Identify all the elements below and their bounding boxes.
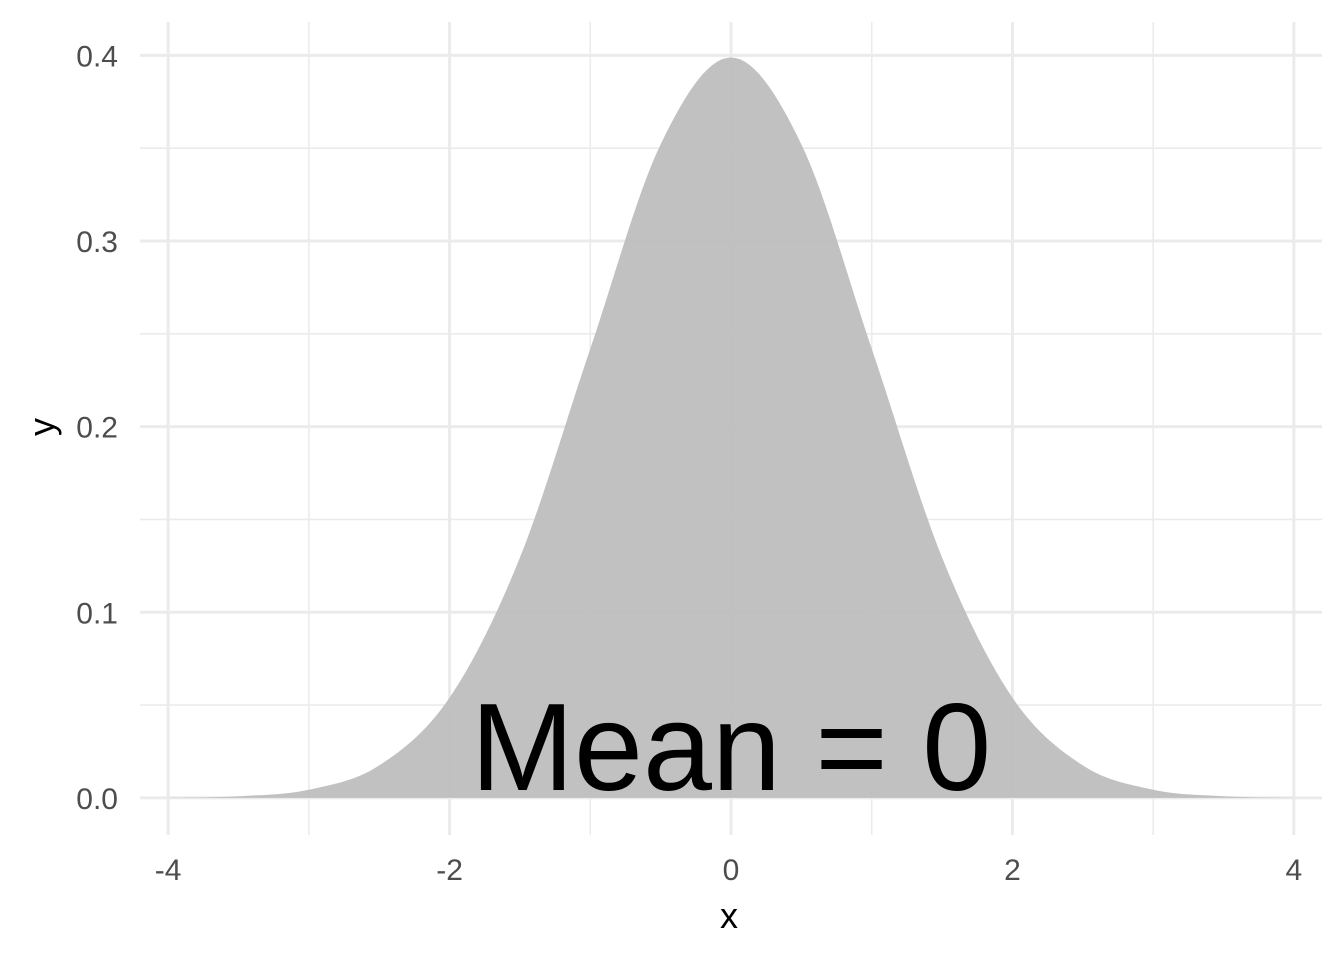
x-axis-title: x <box>720 895 738 936</box>
density-area <box>168 57 1294 798</box>
x-tick-label: -2 <box>436 854 463 887</box>
y-axis-title: y <box>21 418 62 436</box>
y-tick-label: 0.3 <box>76 226 118 259</box>
x-tick-label: 4 <box>1286 854 1303 887</box>
x-tick-label: 0 <box>723 854 740 887</box>
x-tick-label: -4 <box>155 854 182 887</box>
y-tick-label: 0.4 <box>76 40 118 73</box>
y-tick-label: 0.1 <box>76 597 118 630</box>
mean-annotation: Mean = 0 <box>471 679 991 817</box>
x-tick-label: 2 <box>1004 854 1021 887</box>
density-area-layer <box>168 57 1294 798</box>
y-tick-labels: 0.0 0.1 0.2 0.3 0.4 <box>76 40 118 815</box>
y-tick-label: 0.2 <box>76 412 118 445</box>
y-tick-label: 0.0 <box>76 783 118 816</box>
x-tick-labels: -4 -2 0 2 4 <box>155 854 1302 887</box>
